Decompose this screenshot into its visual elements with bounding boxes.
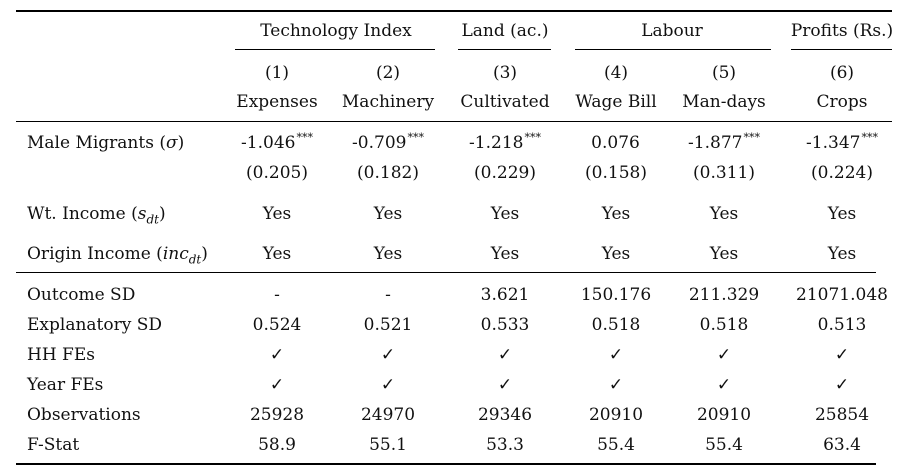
control-cell: Yes — [601, 204, 631, 224]
checkmark-icon: ✓ — [608, 375, 624, 395]
row-label-observations: Observations — [27, 405, 141, 425]
row-label-male-migrants: Male Migrants (σ) — [27, 133, 185, 153]
stat-cell: 211.329 — [688, 285, 760, 305]
checkmark-icon: ✓ — [834, 375, 850, 395]
group-underline-labour — [575, 49, 771, 50]
top-rule — [16, 10, 892, 12]
column-header: Expenses — [236, 92, 318, 112]
column-header: Cultivated — [460, 92, 550, 112]
stat-cell: 55.4 — [705, 435, 743, 455]
control-cell: Yes — [262, 244, 292, 264]
row-label-outcome-sd: Outcome SD — [27, 285, 136, 305]
checkmark-icon: ✓ — [834, 345, 850, 365]
checkmark-icon: ✓ — [380, 375, 396, 395]
coefficient-cell: -1.347*** — [806, 131, 878, 153]
checkmark-icon: ✓ — [380, 345, 396, 365]
row-label-wt-income: Wt. Income (sdt) — [27, 204, 166, 227]
std-error-cell: (0.158) — [585, 163, 647, 183]
std-error-cell: (0.229) — [474, 163, 536, 183]
checkmark-icon: ✓ — [497, 375, 513, 395]
group-underline-profits — [791, 49, 892, 50]
stat-cell: 53.3 — [486, 435, 524, 455]
control-cell: Yes — [601, 244, 631, 264]
checkmark-icon: ✓ — [716, 345, 732, 365]
row-label-year-fes: Year FEs — [27, 375, 104, 395]
group-header-profits: Profits (Rs.) — [790, 21, 894, 41]
checkmark-icon: ✓ — [269, 345, 285, 365]
row-label-hh-fes: HH FEs — [27, 345, 95, 365]
stat-cell: 24970 — [360, 405, 416, 425]
column-number: (2) — [375, 63, 401, 83]
std-error-cell: (0.205) — [246, 163, 308, 183]
coefficient-cell: 0.076 — [591, 133, 640, 153]
bottom-rule — [16, 463, 876, 465]
group-header-labour: Labour — [641, 21, 703, 41]
control-cell: Yes — [827, 204, 857, 224]
row-label-f-stat: F-Stat — [27, 435, 80, 455]
stat-cell: 0.524 — [252, 315, 302, 335]
coefficient-cell: -0.709*** — [352, 131, 424, 153]
stat-cell: 20910 — [696, 405, 752, 425]
stat-cell: 25928 — [249, 405, 305, 425]
column-header: Crops — [816, 92, 868, 112]
group-underline-technology — [235, 49, 435, 50]
header-rule — [16, 121, 892, 122]
stat-cell: 150.176 — [580, 285, 652, 305]
std-error-cell: (0.224) — [811, 163, 873, 183]
column-number: (4) — [603, 63, 629, 83]
column-number: (5) — [711, 63, 737, 83]
checkmark-icon: ✓ — [716, 375, 732, 395]
checkmark-icon: ✓ — [269, 375, 285, 395]
stat-cell: 55.1 — [369, 435, 407, 455]
stat-cell: 0.521 — [363, 315, 413, 335]
control-cell: Yes — [827, 244, 857, 264]
column-number: (1) — [264, 63, 290, 83]
coefficient-cell: -1.046*** — [241, 131, 313, 153]
stat-cell: 0.513 — [817, 315, 867, 335]
control-cell: Yes — [709, 204, 739, 224]
coefficient-cell: -1.218*** — [469, 131, 541, 153]
control-cell: Yes — [709, 244, 739, 264]
stat-cell: 25854 — [814, 405, 870, 425]
control-cell: Yes — [373, 244, 403, 264]
checkmark-icon: ✓ — [608, 345, 624, 365]
stat-cell: 63.4 — [823, 435, 861, 455]
column-number: (3) — [492, 63, 518, 83]
stat-cell: 58.9 — [258, 435, 296, 455]
group-header-land: Land (ac.) — [461, 21, 549, 41]
group-header-technology-index: Technology Index — [260, 21, 412, 41]
stat-cell: 21071.048 — [796, 285, 888, 305]
control-cell: Yes — [490, 244, 520, 264]
std-error-cell: (0.311) — [693, 163, 755, 183]
stat-cell: 0.533 — [480, 315, 530, 335]
stat-cell: - — [274, 285, 280, 305]
stat-cell: - — [385, 285, 391, 305]
mid-rule — [16, 272, 876, 273]
stat-cell: 0.518 — [591, 315, 641, 335]
column-header: Machinery — [341, 92, 435, 112]
stat-cell: 3.621 — [480, 285, 530, 305]
stat-cell: 29346 — [477, 405, 533, 425]
stat-cell: 0.518 — [699, 315, 749, 335]
row-label-origin-income: Origin Income (incdt) — [27, 244, 208, 267]
std-error-cell: (0.182) — [357, 163, 419, 183]
checkmark-icon: ✓ — [497, 345, 513, 365]
column-header: Man-days — [682, 92, 766, 112]
control-cell: Yes — [373, 204, 403, 224]
coefficient-cell: -1.877*** — [688, 131, 760, 153]
row-label-explanatory-sd: Explanatory SD — [27, 315, 163, 335]
column-header: Wage Bill — [575, 92, 657, 112]
control-cell: Yes — [262, 204, 292, 224]
stat-cell: 20910 — [588, 405, 644, 425]
group-underline-land — [458, 49, 551, 50]
stat-cell: 55.4 — [597, 435, 635, 455]
control-cell: Yes — [490, 204, 520, 224]
column-number: (6) — [829, 63, 855, 83]
